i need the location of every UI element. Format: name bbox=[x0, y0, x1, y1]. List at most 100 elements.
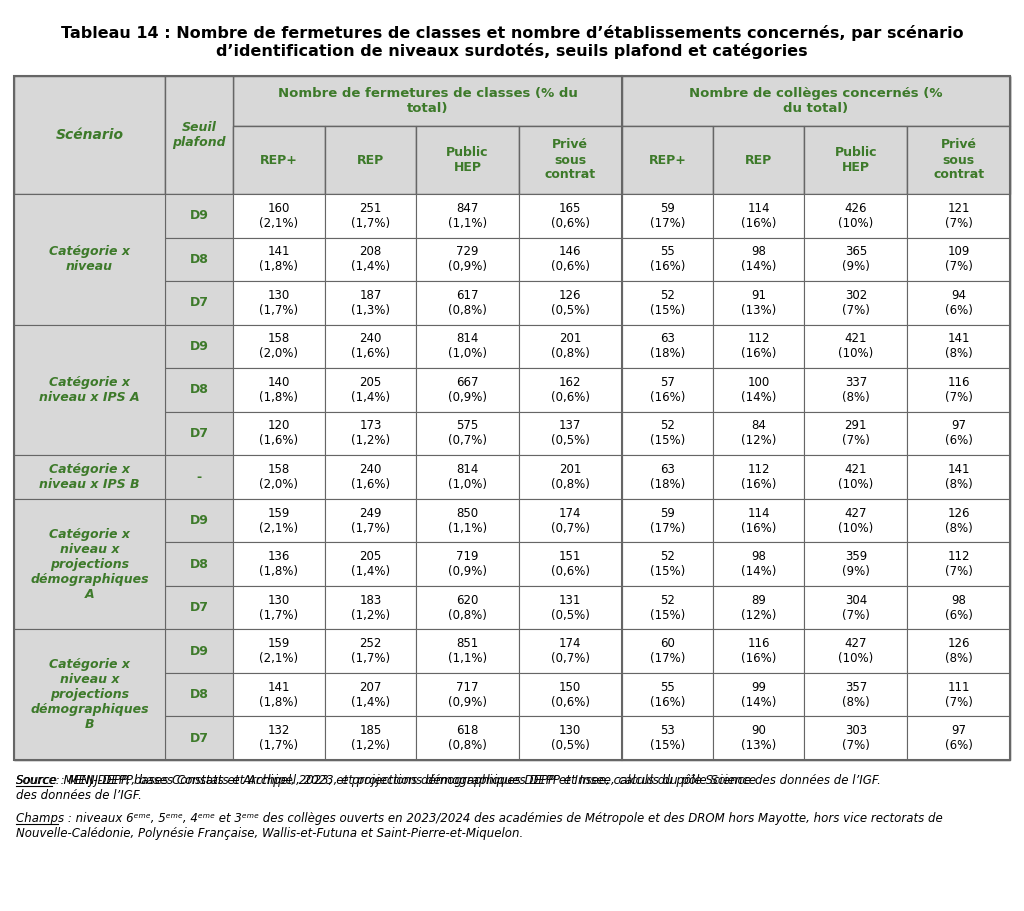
Text: 174
(0,7%): 174 (0,7%) bbox=[551, 637, 590, 665]
Text: 162
(0,6%): 162 (0,6%) bbox=[551, 376, 590, 404]
Text: 158
(2,0%): 158 (2,0%) bbox=[259, 333, 298, 361]
Bar bbox=[325, 673, 416, 716]
Text: 89
(12%): 89 (12%) bbox=[741, 594, 776, 621]
Text: 98
(14%): 98 (14%) bbox=[741, 245, 776, 273]
Bar bbox=[805, 456, 907, 498]
Bar bbox=[325, 238, 416, 281]
Bar bbox=[416, 542, 519, 586]
Bar bbox=[325, 126, 416, 194]
Text: Champs : niveaux 6ᵉᵐᵉ, 5ᵉᵐᵉ, 4ᵉᵐᵉ et 3ᵉᵐᵉ des collèges ouverts en 2023/2024 des : Champs : niveaux 6ᵉᵐᵉ, 5ᵉᵐᵉ, 4ᵉᵐᵉ et 3ᵉᵐ… bbox=[16, 812, 943, 840]
Bar bbox=[416, 498, 519, 542]
Bar bbox=[713, 630, 805, 673]
Bar bbox=[165, 194, 233, 238]
Bar bbox=[165, 281, 233, 324]
Text: 131
(0,5%): 131 (0,5%) bbox=[551, 594, 590, 621]
Text: D9: D9 bbox=[189, 514, 209, 527]
Text: 52
(15%): 52 (15%) bbox=[649, 419, 685, 447]
Bar bbox=[622, 76, 1010, 126]
Bar bbox=[519, 586, 622, 630]
Bar bbox=[622, 630, 713, 673]
Bar bbox=[713, 194, 805, 238]
Text: 130
(1,7%): 130 (1,7%) bbox=[259, 594, 299, 621]
Bar bbox=[165, 412, 233, 456]
Text: 205
(1,4%): 205 (1,4%) bbox=[351, 550, 390, 578]
Text: Privé
sous
contrat: Privé sous contrat bbox=[933, 138, 984, 181]
Bar bbox=[14, 498, 165, 630]
Text: 620
(0,8%): 620 (0,8%) bbox=[449, 594, 486, 621]
Text: 185
(1,2%): 185 (1,2%) bbox=[351, 724, 390, 752]
Text: 814
(1,0%): 814 (1,0%) bbox=[447, 333, 487, 361]
Text: D7: D7 bbox=[189, 296, 209, 310]
Bar bbox=[416, 194, 519, 238]
Bar bbox=[416, 716, 519, 760]
Text: 158
(2,0%): 158 (2,0%) bbox=[259, 463, 298, 491]
Text: 137
(0,5%): 137 (0,5%) bbox=[551, 419, 590, 447]
Bar bbox=[233, 586, 325, 630]
Text: D9: D9 bbox=[189, 210, 209, 222]
Bar bbox=[622, 498, 713, 542]
Bar bbox=[713, 542, 805, 586]
Bar bbox=[233, 126, 325, 194]
Bar bbox=[233, 542, 325, 586]
Bar bbox=[907, 498, 1010, 542]
Bar bbox=[907, 194, 1010, 238]
Text: 304
(7%): 304 (7%) bbox=[842, 594, 869, 621]
Text: 159
(2,1%): 159 (2,1%) bbox=[259, 637, 299, 665]
Bar bbox=[165, 498, 233, 542]
Bar bbox=[907, 456, 1010, 498]
Text: 126
(0,5%): 126 (0,5%) bbox=[551, 289, 590, 317]
Bar bbox=[805, 542, 907, 586]
Bar bbox=[233, 76, 622, 126]
Bar bbox=[907, 673, 1010, 716]
Bar bbox=[713, 673, 805, 716]
Bar bbox=[519, 126, 622, 194]
Text: 183
(1,2%): 183 (1,2%) bbox=[351, 594, 390, 621]
Text: 302
(7%): 302 (7%) bbox=[842, 289, 869, 317]
Bar bbox=[805, 586, 907, 630]
Text: Source: Source bbox=[16, 774, 57, 787]
Bar bbox=[165, 630, 233, 673]
Text: 91
(13%): 91 (13%) bbox=[741, 289, 776, 317]
Bar bbox=[519, 716, 622, 760]
Text: 291
(7%): 291 (7%) bbox=[842, 419, 869, 447]
Text: 141
(1,8%): 141 (1,8%) bbox=[259, 245, 298, 273]
Bar bbox=[233, 194, 325, 238]
Bar bbox=[713, 324, 805, 368]
Bar bbox=[14, 630, 165, 760]
Text: REP+: REP+ bbox=[648, 153, 686, 167]
Bar bbox=[14, 194, 165, 324]
Bar bbox=[907, 586, 1010, 630]
Bar bbox=[805, 324, 907, 368]
Bar bbox=[325, 194, 416, 238]
Text: Source : MENJ-DEPP, bases Constats et Archipel, 2023, et projections démographiq: Source : MENJ-DEPP, bases Constats et Ar… bbox=[16, 774, 756, 802]
Bar bbox=[805, 238, 907, 281]
Text: 52
(15%): 52 (15%) bbox=[649, 289, 685, 317]
Text: Catégorie x
niveau: Catégorie x niveau bbox=[49, 245, 130, 273]
Bar bbox=[325, 542, 416, 586]
Text: -: - bbox=[197, 470, 202, 484]
Bar bbox=[416, 324, 519, 368]
Text: 252
(1,7%): 252 (1,7%) bbox=[351, 637, 390, 665]
Text: 208
(1,4%): 208 (1,4%) bbox=[351, 245, 390, 273]
Bar bbox=[713, 238, 805, 281]
Text: D7: D7 bbox=[189, 427, 209, 440]
Text: 427
(10%): 427 (10%) bbox=[839, 637, 873, 665]
Text: 303
(7%): 303 (7%) bbox=[842, 724, 869, 752]
Text: 337
(8%): 337 (8%) bbox=[842, 376, 869, 404]
Bar bbox=[325, 456, 416, 498]
Bar bbox=[622, 281, 713, 324]
Bar bbox=[519, 194, 622, 238]
Bar bbox=[519, 673, 622, 716]
Bar bbox=[622, 126, 713, 194]
Bar bbox=[165, 324, 233, 368]
Bar bbox=[14, 76, 1010, 760]
Text: 55
(16%): 55 (16%) bbox=[649, 245, 685, 273]
Text: Catégorie x
niveau x IPS A: Catégorie x niveau x IPS A bbox=[39, 376, 139, 404]
Bar bbox=[622, 673, 713, 716]
Bar bbox=[713, 412, 805, 456]
Bar bbox=[907, 238, 1010, 281]
Text: 207
(1,4%): 207 (1,4%) bbox=[351, 681, 390, 709]
Text: D8: D8 bbox=[189, 253, 209, 266]
Text: 174
(0,7%): 174 (0,7%) bbox=[551, 507, 590, 535]
Text: 140
(1,8%): 140 (1,8%) bbox=[259, 376, 298, 404]
